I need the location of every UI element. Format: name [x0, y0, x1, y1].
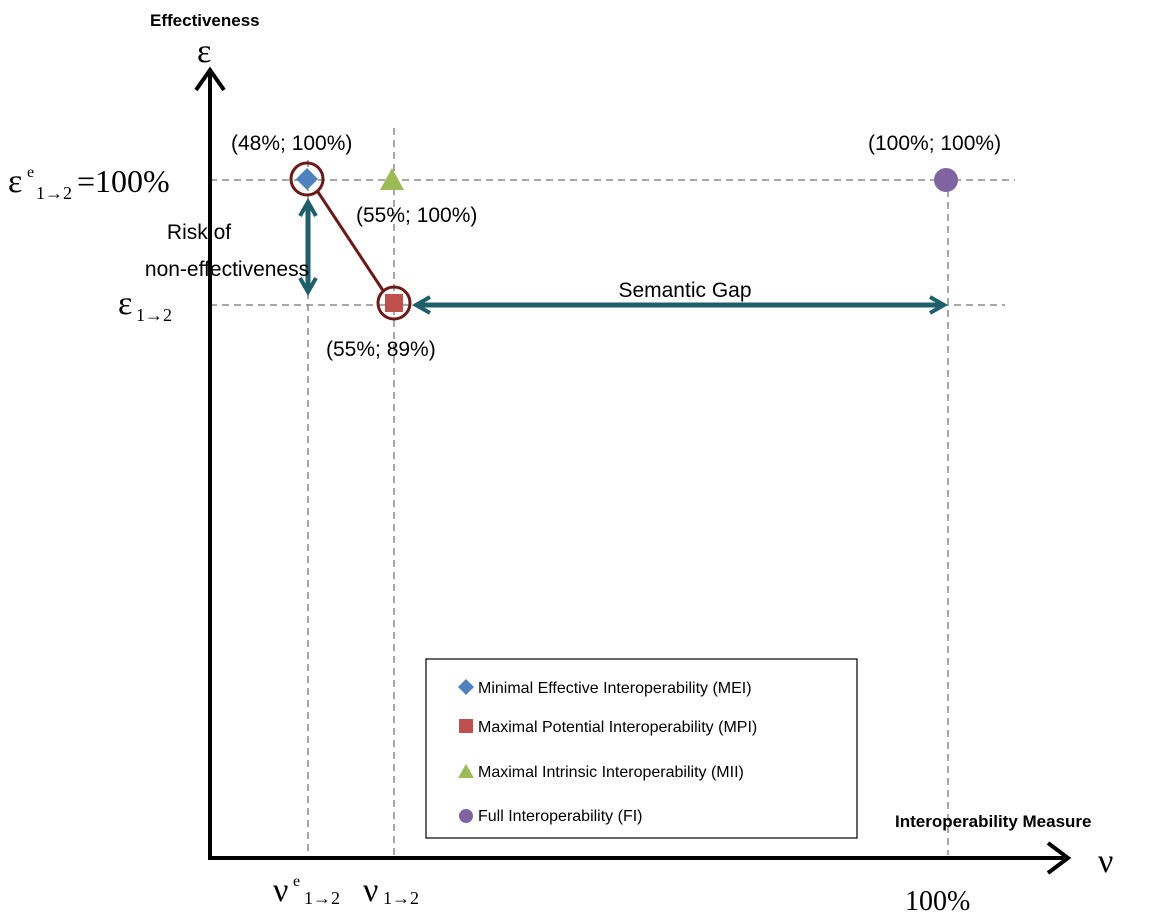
- x-tick-mid: ν 1→2: [363, 872, 419, 909]
- legend-triangle-icon: [458, 764, 474, 778]
- mii-point: [380, 168, 404, 190]
- mei-mpi-connector: [316, 191, 386, 293]
- x-tick-left-sup: e: [293, 873, 300, 890]
- fi-point: [934, 168, 958, 192]
- mei-point: [296, 168, 318, 190]
- mii-point-label: (55%; 100%): [356, 204, 477, 227]
- y-tick-top-suffix: =100%: [77, 163, 170, 199]
- x-tick-left: ν e 1→2: [273, 872, 340, 909]
- mei-highlight-circle: [289, 161, 325, 197]
- x-tick-mid-sub: 1→2: [383, 888, 419, 908]
- legend-item-mpi: Maximal Potential Interoperability (MPI): [478, 719, 757, 736]
- legend-diamond-icon: [458, 679, 474, 695]
- legend-item-fi: Full Interoperability (FI): [478, 808, 643, 825]
- mpi-point: [385, 294, 403, 312]
- y-axis-symbol: ε: [197, 33, 211, 70]
- risk-label-line2: non-effectiveness: [145, 258, 309, 281]
- x-tick-mid-main: ν: [363, 872, 378, 909]
- x-axis-title: Interoperability Measure: [895, 812, 1092, 831]
- y-tick-top: ε e 1→2 =100%: [8, 163, 170, 203]
- y-tick-top-main: ε: [8, 163, 22, 200]
- semantic-gap-label: Semantic Gap: [618, 279, 751, 302]
- x-tick-left-sub: 1→2: [304, 888, 340, 908]
- x-axis-arrowhead: [1046, 841, 1072, 875]
- legend-circle-icon: [459, 809, 473, 823]
- axes: [194, 66, 1072, 875]
- legend-box: [425, 658, 858, 839]
- legend-item-mii: Maximal Intrinsic Interoperability (MII): [478, 764, 744, 781]
- x-tick-right: 100%: [905, 886, 970, 917]
- y-tick-mid-sub: 1→2: [136, 305, 172, 325]
- y-tick-top-sub: 1→2: [36, 183, 72, 203]
- risk-label-line1: Risk of: [167, 221, 231, 244]
- mpi-highlight-circle: [376, 285, 412, 321]
- fi-point-label: (100%; 100%): [868, 132, 1001, 155]
- mpi-point-label: (55%; 89%): [326, 338, 436, 361]
- legend: Minimal Effective Interoperability (MEI)…: [425, 658, 858, 839]
- x-tick-left-main: ν: [273, 872, 288, 909]
- y-tick-mid-main: ε: [118, 285, 132, 322]
- legend-square-icon: [459, 719, 473, 733]
- y-tick-top-sup: e: [27, 164, 34, 181]
- y-axis-arrowhead: [194, 66, 226, 92]
- y-axis-title: Effectiveness: [150, 11, 260, 30]
- x-axis-symbol: ν: [1098, 843, 1113, 880]
- legend-item-mei: Minimal Effective Interoperability (MEI): [478, 680, 752, 697]
- y-tick-mid: ε 1→2: [118, 285, 172, 325]
- mei-point-label: (48%; 100%): [231, 132, 352, 155]
